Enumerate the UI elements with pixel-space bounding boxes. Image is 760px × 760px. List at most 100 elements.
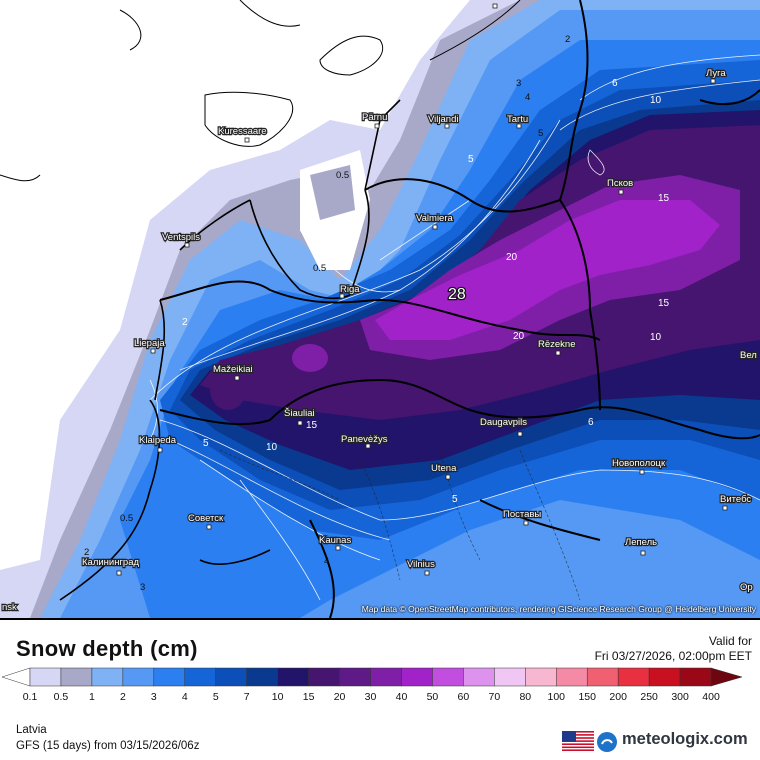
city-label: Калининград bbox=[82, 557, 139, 568]
scale-swatch bbox=[556, 667, 588, 687]
contour-label: 3 bbox=[140, 582, 145, 593]
city-label: Valmiera bbox=[416, 213, 453, 224]
city-label: Mažeikiai bbox=[213, 364, 253, 375]
city-label: Ventspils bbox=[162, 232, 200, 243]
city-label: Klaipeda bbox=[139, 435, 177, 446]
meteologix-logo-icon bbox=[597, 732, 617, 752]
valid-for-label: Valid for bbox=[708, 634, 752, 648]
contour-label: 2 bbox=[182, 317, 188, 328]
city-label: Daugavpils bbox=[480, 417, 527, 428]
scale-swatch bbox=[370, 667, 402, 687]
scale-tick-label: 5 bbox=[213, 691, 219, 703]
model-run-label: GFS (15 days) from 03/15/2026/06z bbox=[16, 740, 200, 752]
scale-tick-label: 2 bbox=[120, 691, 126, 703]
legend-panel: Snow depth (cm) Valid for Fri 03/27/2026… bbox=[0, 620, 760, 760]
contour-label: 10 bbox=[650, 95, 662, 106]
contour-label: 0.5 bbox=[313, 263, 326, 274]
scale-swatch bbox=[586, 667, 619, 687]
scale-swatch bbox=[246, 667, 278, 687]
scale-swatch bbox=[339, 667, 371, 687]
scale-tick-label: 60 bbox=[458, 691, 470, 703]
contour-label: 15 bbox=[658, 298, 670, 309]
us-flag-icon[interactable] bbox=[562, 731, 594, 751]
city-label: Псков bbox=[607, 178, 633, 189]
city-label: Поставы bbox=[503, 509, 541, 520]
city-label: Rēzekne bbox=[538, 339, 576, 350]
city-label: Витебс bbox=[720, 494, 751, 505]
scale-tick-label: 80 bbox=[519, 691, 531, 703]
city-label: Liepaja bbox=[134, 338, 165, 349]
scale-tick-label: 20 bbox=[334, 691, 346, 703]
city-label: Советск bbox=[188, 513, 224, 524]
city-label: Луга bbox=[706, 68, 726, 79]
scale-swatch bbox=[710, 667, 743, 687]
scale-tick-label: 50 bbox=[427, 691, 439, 703]
scale-tick-label: 40 bbox=[396, 691, 408, 703]
region-label: Latvia bbox=[16, 724, 47, 736]
scale-swatch bbox=[1, 667, 31, 687]
scale-swatch bbox=[308, 667, 340, 687]
valid-date: Fri 03/27/2026, 02:00pm EET bbox=[594, 649, 752, 663]
scale-tick-label: 200 bbox=[609, 691, 627, 703]
scale-tick-label: 1 bbox=[89, 691, 95, 703]
scale-tick-label: 250 bbox=[640, 691, 658, 703]
scale-tick-label: 0.5 bbox=[54, 691, 69, 703]
max-value-label: 28 bbox=[448, 286, 466, 303]
city-label: Šiauliai bbox=[284, 408, 315, 419]
city-label: Viljandi bbox=[428, 114, 458, 125]
color-scale: 0.1 0.5 1 2 3 4 5 7 10 15 20 30 40 50 60 70 80 100 150 200 2… bbox=[1, 667, 743, 703]
legend-title: Snow depth (cm) bbox=[16, 636, 198, 661]
contour-label: 2 bbox=[565, 34, 570, 45]
contour-label: 0.5 bbox=[120, 513, 133, 524]
contour-label: 10 bbox=[650, 332, 662, 343]
scale-tick-label: 100 bbox=[547, 691, 565, 703]
scale-tick-label: 4 bbox=[182, 691, 188, 703]
scale-swatch bbox=[29, 667, 62, 687]
scale-tick-label: 400 bbox=[702, 691, 720, 703]
contour-label: 6 bbox=[612, 78, 618, 89]
contour-label: 15 bbox=[306, 420, 318, 431]
contour-label: 3 bbox=[516, 78, 521, 89]
city-label: Лепель bbox=[625, 537, 657, 548]
city-label: Tartu bbox=[507, 114, 528, 125]
scale-tick-label: 70 bbox=[489, 691, 501, 703]
scale-swatch bbox=[463, 667, 495, 687]
scale-swatch bbox=[91, 667, 124, 687]
scale-tick-label: 10 bbox=[272, 691, 284, 703]
scale-swatch bbox=[494, 667, 526, 687]
contour-label: 5 bbox=[468, 154, 474, 165]
scale-swatch bbox=[401, 667, 433, 687]
scale-swatch bbox=[525, 667, 557, 687]
scale-swatch bbox=[679, 667, 712, 687]
city-label: Kuressaare bbox=[218, 126, 267, 137]
contour-label: 20 bbox=[513, 331, 525, 342]
city-label: Riga bbox=[340, 284, 360, 295]
city-label: Kaunas bbox=[319, 535, 351, 546]
scale-swatch bbox=[617, 667, 650, 687]
contour-label: 0.5 bbox=[336, 170, 349, 181]
city-label: nsk bbox=[2, 602, 17, 613]
scale-tick-label: 30 bbox=[365, 691, 377, 703]
scale-tick-label: 7 bbox=[244, 691, 250, 703]
scale-swatch bbox=[184, 667, 216, 687]
map-attribution: Map data © OpenStreetMap contributors, r… bbox=[361, 604, 756, 614]
scale-tick-label: 0.1 bbox=[23, 691, 38, 703]
scale-swatch bbox=[432, 667, 464, 687]
contour-label: 15 bbox=[658, 193, 670, 204]
scale-swatch bbox=[122, 667, 155, 687]
city-label: Pärnu bbox=[362, 112, 387, 123]
scale-tick-label: 300 bbox=[671, 691, 689, 703]
contour-label: 20 bbox=[506, 252, 518, 263]
brand-name[interactable]: meteologix.com bbox=[622, 730, 748, 748]
contour-label: 5 bbox=[203, 438, 209, 449]
scale-swatch bbox=[648, 667, 681, 687]
snow-depth-map[interactable]: Pärnu Viljandi Tartu Kuressaare Луга Пск… bbox=[0, 0, 760, 620]
city-label: Вел bbox=[740, 350, 757, 361]
contour-label: 5 bbox=[452, 494, 458, 505]
map-canvas: Pärnu Viljandi Tartu Kuressaare Луга Пск… bbox=[0, 0, 760, 618]
city-label: Новополоцк bbox=[612, 458, 666, 469]
city-label: Panevėžys bbox=[341, 434, 388, 445]
scale-swatch bbox=[153, 667, 186, 687]
scale-swatch bbox=[60, 667, 93, 687]
city-label: Vilnius bbox=[407, 559, 435, 570]
